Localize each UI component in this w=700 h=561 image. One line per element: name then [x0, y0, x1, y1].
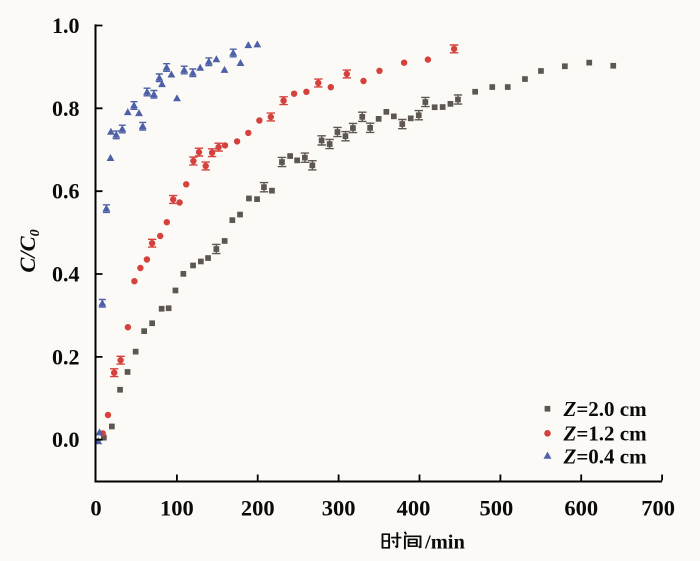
svg-text:0: 0 [90, 496, 101, 521]
svg-text:700: 700 [641, 496, 675, 521]
svg-text:Z=2.0 cm: Z=2.0 cm [563, 397, 648, 421]
svg-text:0.2: 0.2 [52, 344, 80, 369]
svg-text:400: 400 [397, 496, 431, 521]
svg-text:0.4: 0.4 [52, 262, 80, 287]
svg-text:600: 600 [564, 496, 598, 521]
svg-text:0.0: 0.0 [52, 427, 80, 452]
svg-text:Z=1.2 cm: Z=1.2 cm [563, 421, 648, 445]
svg-text:0.8: 0.8 [52, 96, 80, 121]
svg-text:/min: /min [424, 532, 465, 554]
svg-text:500: 500 [480, 496, 514, 521]
svg-text:100: 100 [160, 496, 194, 521]
svg-text:C/C0: C/C0 [15, 229, 43, 272]
svg-text:Z=0.4 cm: Z=0.4 cm [563, 445, 648, 469]
svg-text:0.6: 0.6 [52, 179, 80, 204]
svg-text:1.0: 1.0 [52, 13, 80, 38]
svg-text:300: 300 [322, 496, 356, 521]
svg-text:200: 200 [241, 496, 275, 521]
